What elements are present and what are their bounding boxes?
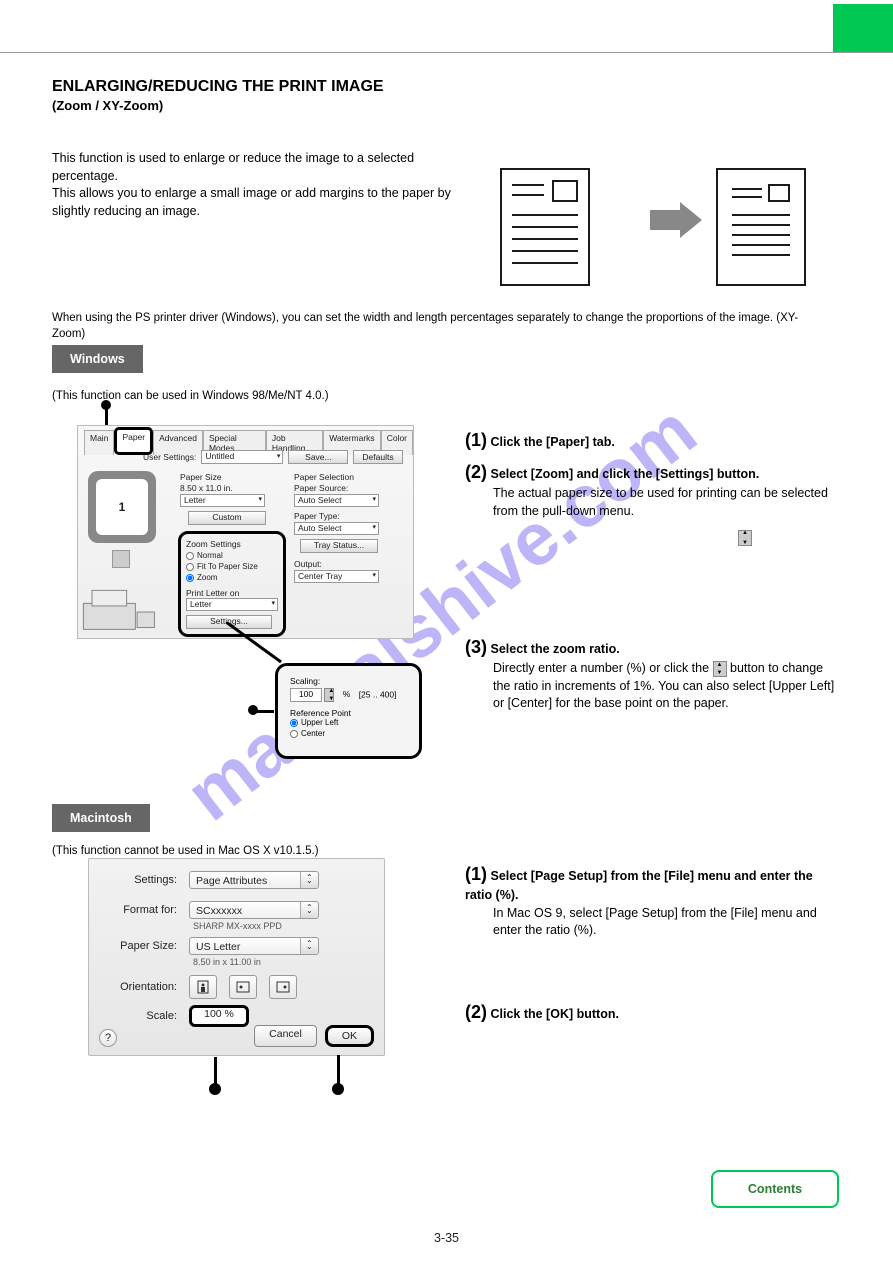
output-label: Output: [294, 559, 404, 569]
scaling-input[interactable]: 100 [290, 688, 322, 702]
ps-note: When using the PS printer driver (Window… [52, 310, 812, 342]
paper-selection-label: Paper Selection [294, 472, 404, 482]
ok-button[interactable]: OK [325, 1025, 374, 1047]
win-preview: 1 [88, 471, 156, 543]
win-step2-num: (2) [465, 462, 487, 482]
paper-source-combo[interactable]: Auto Select [294, 494, 379, 507]
radio-upper-left[interactable]: Upper Left [290, 718, 407, 727]
win-step-3: (3) Select the zoom ratio. Directly ente… [465, 635, 835, 713]
spinner-inline-icon [738, 530, 752, 546]
refpt-label: Reference Point [290, 708, 407, 718]
mac-paper-combo[interactable]: US Letter [189, 937, 319, 955]
mac-step2-title: Click the [OK] button. [490, 1007, 618, 1021]
win-step2-title: Select [Zoom] and click the [Settings] b… [490, 467, 759, 481]
radio-center[interactable]: Center [290, 729, 407, 738]
mac-step2-num: (2) [465, 1002, 487, 1022]
printer-icon [74, 586, 162, 638]
page-icon-after [716, 168, 806, 286]
mac-callout-2 [337, 1055, 340, 1087]
mac-dialog: Settings: Page Attributes Format for: SC… [88, 858, 385, 1056]
paper-size-combo[interactable]: Letter [180, 494, 265, 507]
orient-portrait[interactable] [189, 975, 217, 999]
orient-landscape-rev[interactable] [269, 975, 297, 999]
mac-note: (This function cannot be used in Mac OS … [52, 843, 812, 859]
defaults-button[interactable]: Defaults [353, 450, 402, 464]
output-combo[interactable]: Center Tray [294, 570, 379, 583]
tray-icon [112, 550, 130, 568]
mac-scale-input[interactable]: 100 % [189, 1005, 249, 1027]
scaling-popover: Scaling: 100 % [25 .. 400] Reference Poi… [275, 663, 422, 759]
win-step3-title: Select the zoom ratio. [490, 642, 619, 656]
page-subtitle: (Zoom / XY-Zoom) [52, 98, 163, 113]
mac-heading: Macintosh [52, 804, 150, 832]
zoom-settings-label: Zoom Settings [186, 539, 278, 549]
contents-button[interactable]: Contents [711, 1170, 839, 1208]
win-step1-num: (1) [465, 430, 487, 450]
win-step-1: (1) Click the [Paper] tab. [465, 428, 835, 453]
pct-label: % [343, 689, 351, 699]
radio-normal[interactable]: Normal [186, 551, 278, 560]
win-step1-title: Click the [Paper] tab. [490, 435, 614, 449]
radio-zoom[interactable]: Zoom [186, 573, 278, 582]
win-step3-num: (3) [465, 637, 487, 657]
cancel-button[interactable]: Cancel [254, 1025, 317, 1047]
mac-format-combo[interactable]: SCxxxxxx [189, 901, 319, 919]
paper-size-value: 8.50 x 11.0 in. [180, 483, 276, 493]
mac-settings-label: Settings: [97, 874, 177, 886]
scaling-range: [25 .. 400] [359, 689, 397, 699]
windows-note: (This function can be used in Windows 98… [52, 390, 329, 402]
mac-paper-label: Paper Size: [97, 940, 177, 952]
paper-size-label: Paper Size [180, 472, 276, 482]
mac-format-sub: SHARP MX-xxxx PPD [193, 921, 282, 931]
custom-button[interactable]: Custom [188, 511, 266, 525]
arrow-icon [650, 210, 680, 230]
mac-step1-body: In Mac OS 9, select [Page Setup] from th… [493, 905, 835, 940]
intro-line-2: This allows you to enlarge a small image… [52, 186, 451, 218]
page-icon-before [500, 168, 590, 286]
user-settings-label: User Settings: [143, 452, 196, 462]
mac-settings-combo[interactable]: Page Attributes [189, 871, 319, 889]
win-step-2: (2) Select [Zoom] and click the [Setting… [465, 460, 835, 520]
mac-step1-num: (1) [465, 864, 487, 884]
paper-source-label: Paper Source: [294, 483, 404, 493]
tray-status-button[interactable]: Tray Status... [300, 539, 378, 553]
user-settings-combo[interactable]: Untitled [201, 450, 283, 464]
mac-paper-sub: 8.50 in x 11.00 in [193, 957, 261, 967]
mac-step-1: (1) Select [Page Setup] from the [File] … [465, 862, 835, 940]
spinner-icon[interactable] [324, 688, 334, 702]
help-icon[interactable]: ? [99, 1029, 117, 1047]
header-accent [833, 4, 893, 52]
mac-callout-1 [214, 1057, 217, 1087]
callout-marker-1 [105, 407, 111, 425]
paper-type-label: Paper Type: [294, 511, 404, 521]
intro-text: This function is used to enlarge or redu… [52, 150, 482, 220]
win-tab-main[interactable]: Main [84, 430, 114, 455]
save-button[interactable]: Save... [288, 450, 348, 464]
print-on-combo[interactable]: Letter [186, 598, 278, 611]
header-divider [0, 52, 893, 53]
print-on-label: Print Letter on [186, 588, 278, 598]
orient-landscape[interactable] [229, 975, 257, 999]
win-step3-body-a: Directly enter a number (%) or click the [493, 661, 713, 675]
mac-step-2: (2) Click the [OK] button. [465, 1000, 835, 1025]
mac-format-label: Format for: [97, 904, 177, 916]
radio-fit[interactable]: Fit To Paper Size [186, 562, 278, 571]
win-step2-body: The actual paper size to be used for pri… [493, 485, 835, 520]
page-number: 3-35 [0, 1231, 893, 1245]
mac-scale-label: Scale: [97, 1010, 177, 1022]
mac-step1-title: Select [Page Setup] from the [File] menu… [465, 869, 813, 902]
paper-type-combo[interactable]: Auto Select [294, 522, 379, 535]
intro-line-1: This function is used to enlarge or redu… [52, 151, 414, 183]
mac-orient-label: Orientation: [97, 981, 177, 993]
windows-heading: Windows [52, 345, 143, 373]
page-title: ENLARGING/REDUCING THE PRINT IMAGE [52, 78, 384, 96]
scaling-label: Scaling: [290, 676, 407, 686]
windows-dialog: Main Paper Advanced Special Modes Job Ha… [77, 425, 414, 639]
spinner-icon-inline [713, 661, 727, 677]
callout-marker-3 [256, 710, 274, 713]
